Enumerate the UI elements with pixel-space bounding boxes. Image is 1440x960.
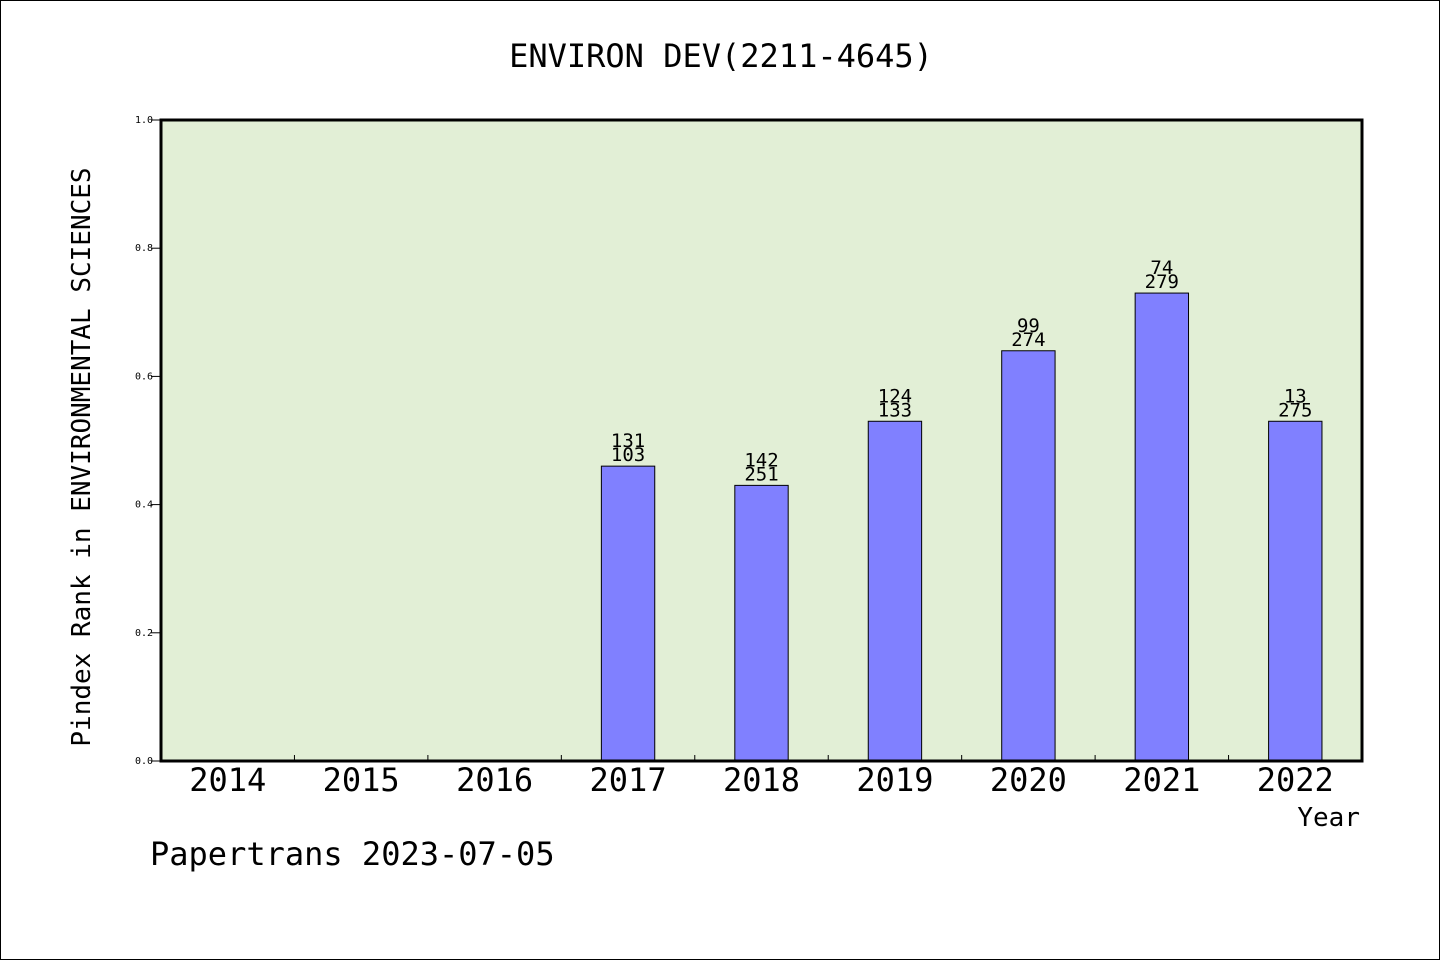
x-tick-label: 2014 <box>189 761 266 799</box>
bar <box>734 484 789 762</box>
x-tick-label: 2017 <box>590 761 667 799</box>
data-label-bottom: 279 <box>1145 271 1179 293</box>
data-label-top: 74 <box>1150 257 1173 279</box>
bar <box>1134 292 1190 762</box>
data-label-bottom: 275 <box>1278 399 1312 421</box>
data-label-top: 99 <box>1017 315 1040 337</box>
data-label-bottom: 274 <box>1011 329 1045 351</box>
x-axis-label: Year <box>1297 803 1360 833</box>
y-tick-label: 0.4 <box>135 500 153 511</box>
bar <box>600 465 656 762</box>
data-label-bottom: 133 <box>878 399 912 421</box>
data-label-bottom: 251 <box>744 463 778 485</box>
x-tick-label: 2021 <box>1123 761 1200 799</box>
data-label-top: 131 <box>611 430 645 452</box>
data-label-top: 142 <box>744 449 778 471</box>
data-label-top: 13 <box>1284 385 1307 407</box>
data-label-bottom: 103 <box>611 444 645 466</box>
x-tick-label: 2020 <box>990 761 1067 799</box>
x-axis-ticks: 2014 2015 2016 2017 2018 2019 2020 2021 2022 <box>189 755 1334 799</box>
x-tick-label: 2019 <box>856 761 933 799</box>
data-label-top: 124 <box>878 385 912 407</box>
y-tick-label: 1.0 <box>135 115 153 126</box>
y-tick-label: 0.8 <box>135 243 153 254</box>
plot-frame <box>159 118 1364 763</box>
bar <box>867 420 923 762</box>
y-axis-label: Pindex Rank in ENVIRONMENTAL SCIENCES <box>67 167 97 746</box>
x-tick-label: 2022 <box>1257 761 1334 799</box>
y-axis-ticks: 0.0 0.2 0.4 0.6 0.8 1.0 <box>135 115 161 767</box>
y-tick-label: 0.2 <box>135 628 153 639</box>
x-tick-label: 2016 <box>456 761 533 799</box>
bar <box>1268 420 1323 762</box>
footer-credit: Papertrans 2023-07-05 <box>150 835 555 873</box>
bars-group <box>600 292 1323 762</box>
bar <box>1001 350 1056 762</box>
y-tick-label: 0.6 <box>135 371 153 382</box>
y-tick-label: 0.0 <box>135 756 153 767</box>
x-tick-label: 2015 <box>323 761 400 799</box>
x-tick-label: 2018 <box>723 761 800 799</box>
chart-title: ENVIRON DEV(2211-4645) <box>509 37 933 75</box>
